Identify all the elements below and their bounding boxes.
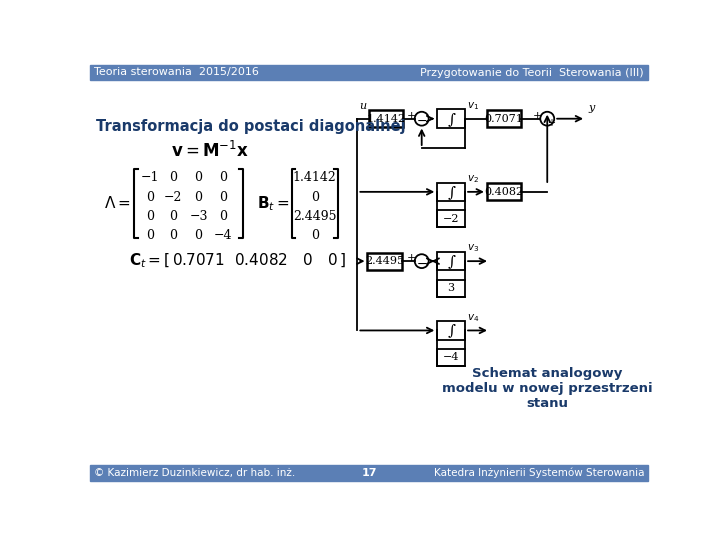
Text: −1: −1 <box>140 172 159 185</box>
Text: 17: 17 <box>361 468 377 478</box>
Text: −4: −4 <box>443 353 459 362</box>
Bar <box>90 465 648 481</box>
Text: −2: −2 <box>163 191 182 204</box>
Bar <box>487 110 521 127</box>
Bar <box>437 210 465 227</box>
Bar <box>437 321 465 340</box>
Text: 0: 0 <box>220 191 228 204</box>
Text: $\mathbf{B}_t =$: $\mathbf{B}_t =$ <box>256 194 289 213</box>
Bar <box>437 252 465 271</box>
Text: −3: −3 <box>189 210 208 223</box>
Text: Transformacja do postaci diagonalnej: Transformacja do postaci diagonalnej <box>96 119 406 134</box>
Text: 0: 0 <box>194 172 202 185</box>
Text: 0: 0 <box>169 210 177 223</box>
Text: −4: −4 <box>214 230 233 242</box>
Text: 0: 0 <box>220 210 228 223</box>
Text: $v_1$: $v_1$ <box>467 100 480 112</box>
Circle shape <box>415 112 428 126</box>
Text: 0: 0 <box>145 230 153 242</box>
Text: 2.4495: 2.4495 <box>293 210 336 223</box>
Text: $v_3$: $v_3$ <box>467 242 480 254</box>
Text: ∫: ∫ <box>447 185 455 199</box>
Text: y: y <box>588 103 595 112</box>
Text: +: + <box>547 118 555 127</box>
Text: +: + <box>407 111 416 120</box>
Text: $\mathbf{C}_t = \left[\,0.7071\ \ 0.4082\ \ \ 0\ \ \ 0\,\right]$: $\mathbf{C}_t = \left[\,0.7071\ \ 0.4082… <box>129 251 346 269</box>
Text: 0: 0 <box>169 172 177 185</box>
Text: 0: 0 <box>194 230 202 242</box>
Text: 0: 0 <box>311 230 319 242</box>
Bar <box>90 65 648 80</box>
Text: 0: 0 <box>220 172 228 185</box>
Circle shape <box>540 112 554 126</box>
Text: −: − <box>416 258 427 271</box>
Text: Schemat analogowy
modelu w nowej przestrzeni
stanu: Schemat analogowy modelu w nowej przestr… <box>442 367 652 410</box>
Text: u: u <box>359 101 366 111</box>
Text: −: − <box>416 115 427 129</box>
Text: Katedra Inżynierii Systemów Sterowania: Katedra Inżynierii Systemów Sterowania <box>433 468 644 478</box>
Text: $v_4$: $v_4$ <box>467 312 480 323</box>
Bar <box>437 349 465 366</box>
Text: +: + <box>407 253 416 263</box>
Circle shape <box>415 254 428 268</box>
Bar <box>487 184 521 200</box>
Text: Teoria sterowania  2015/2016: Teoria sterowania 2015/2016 <box>94 68 258 78</box>
Text: 0.7071: 0.7071 <box>485 114 523 124</box>
Text: 0: 0 <box>169 230 177 242</box>
Text: 0: 0 <box>145 210 153 223</box>
Text: 0: 0 <box>311 191 319 204</box>
Text: 1.4142: 1.4142 <box>293 172 337 185</box>
Bar <box>367 253 402 269</box>
Text: +: + <box>533 111 542 120</box>
Text: ∫: ∫ <box>447 323 455 338</box>
Text: 3: 3 <box>448 283 455 293</box>
Bar <box>369 110 403 127</box>
Text: ∫: ∫ <box>447 254 455 268</box>
Text: 0: 0 <box>145 191 153 204</box>
Text: 1.4142: 1.4142 <box>366 114 405 124</box>
Text: $\mathbf{v} = \mathbf{M}^{-1}\mathbf{x}$: $\mathbf{v} = \mathbf{M}^{-1}\mathbf{x}$ <box>171 141 249 161</box>
Bar <box>437 110 465 128</box>
Bar <box>437 183 465 201</box>
Text: −2: −2 <box>443 214 459 224</box>
Text: $v_2$: $v_2$ <box>467 173 480 185</box>
Text: 2.4495: 2.4495 <box>365 256 404 266</box>
Bar <box>437 280 465 296</box>
Text: Przygotowanie do Teorii  Sterowania (III): Przygotowanie do Teorii Sterowania (III) <box>420 68 644 78</box>
Text: $\Lambda =$: $\Lambda =$ <box>104 195 130 211</box>
Text: © Kazimierz Duzinkiewicz, dr hab. inż.: © Kazimierz Duzinkiewicz, dr hab. inż. <box>94 468 295 478</box>
Text: 0.4082: 0.4082 <box>485 187 523 197</box>
Text: ∫: ∫ <box>447 112 455 126</box>
Text: 0: 0 <box>194 191 202 204</box>
